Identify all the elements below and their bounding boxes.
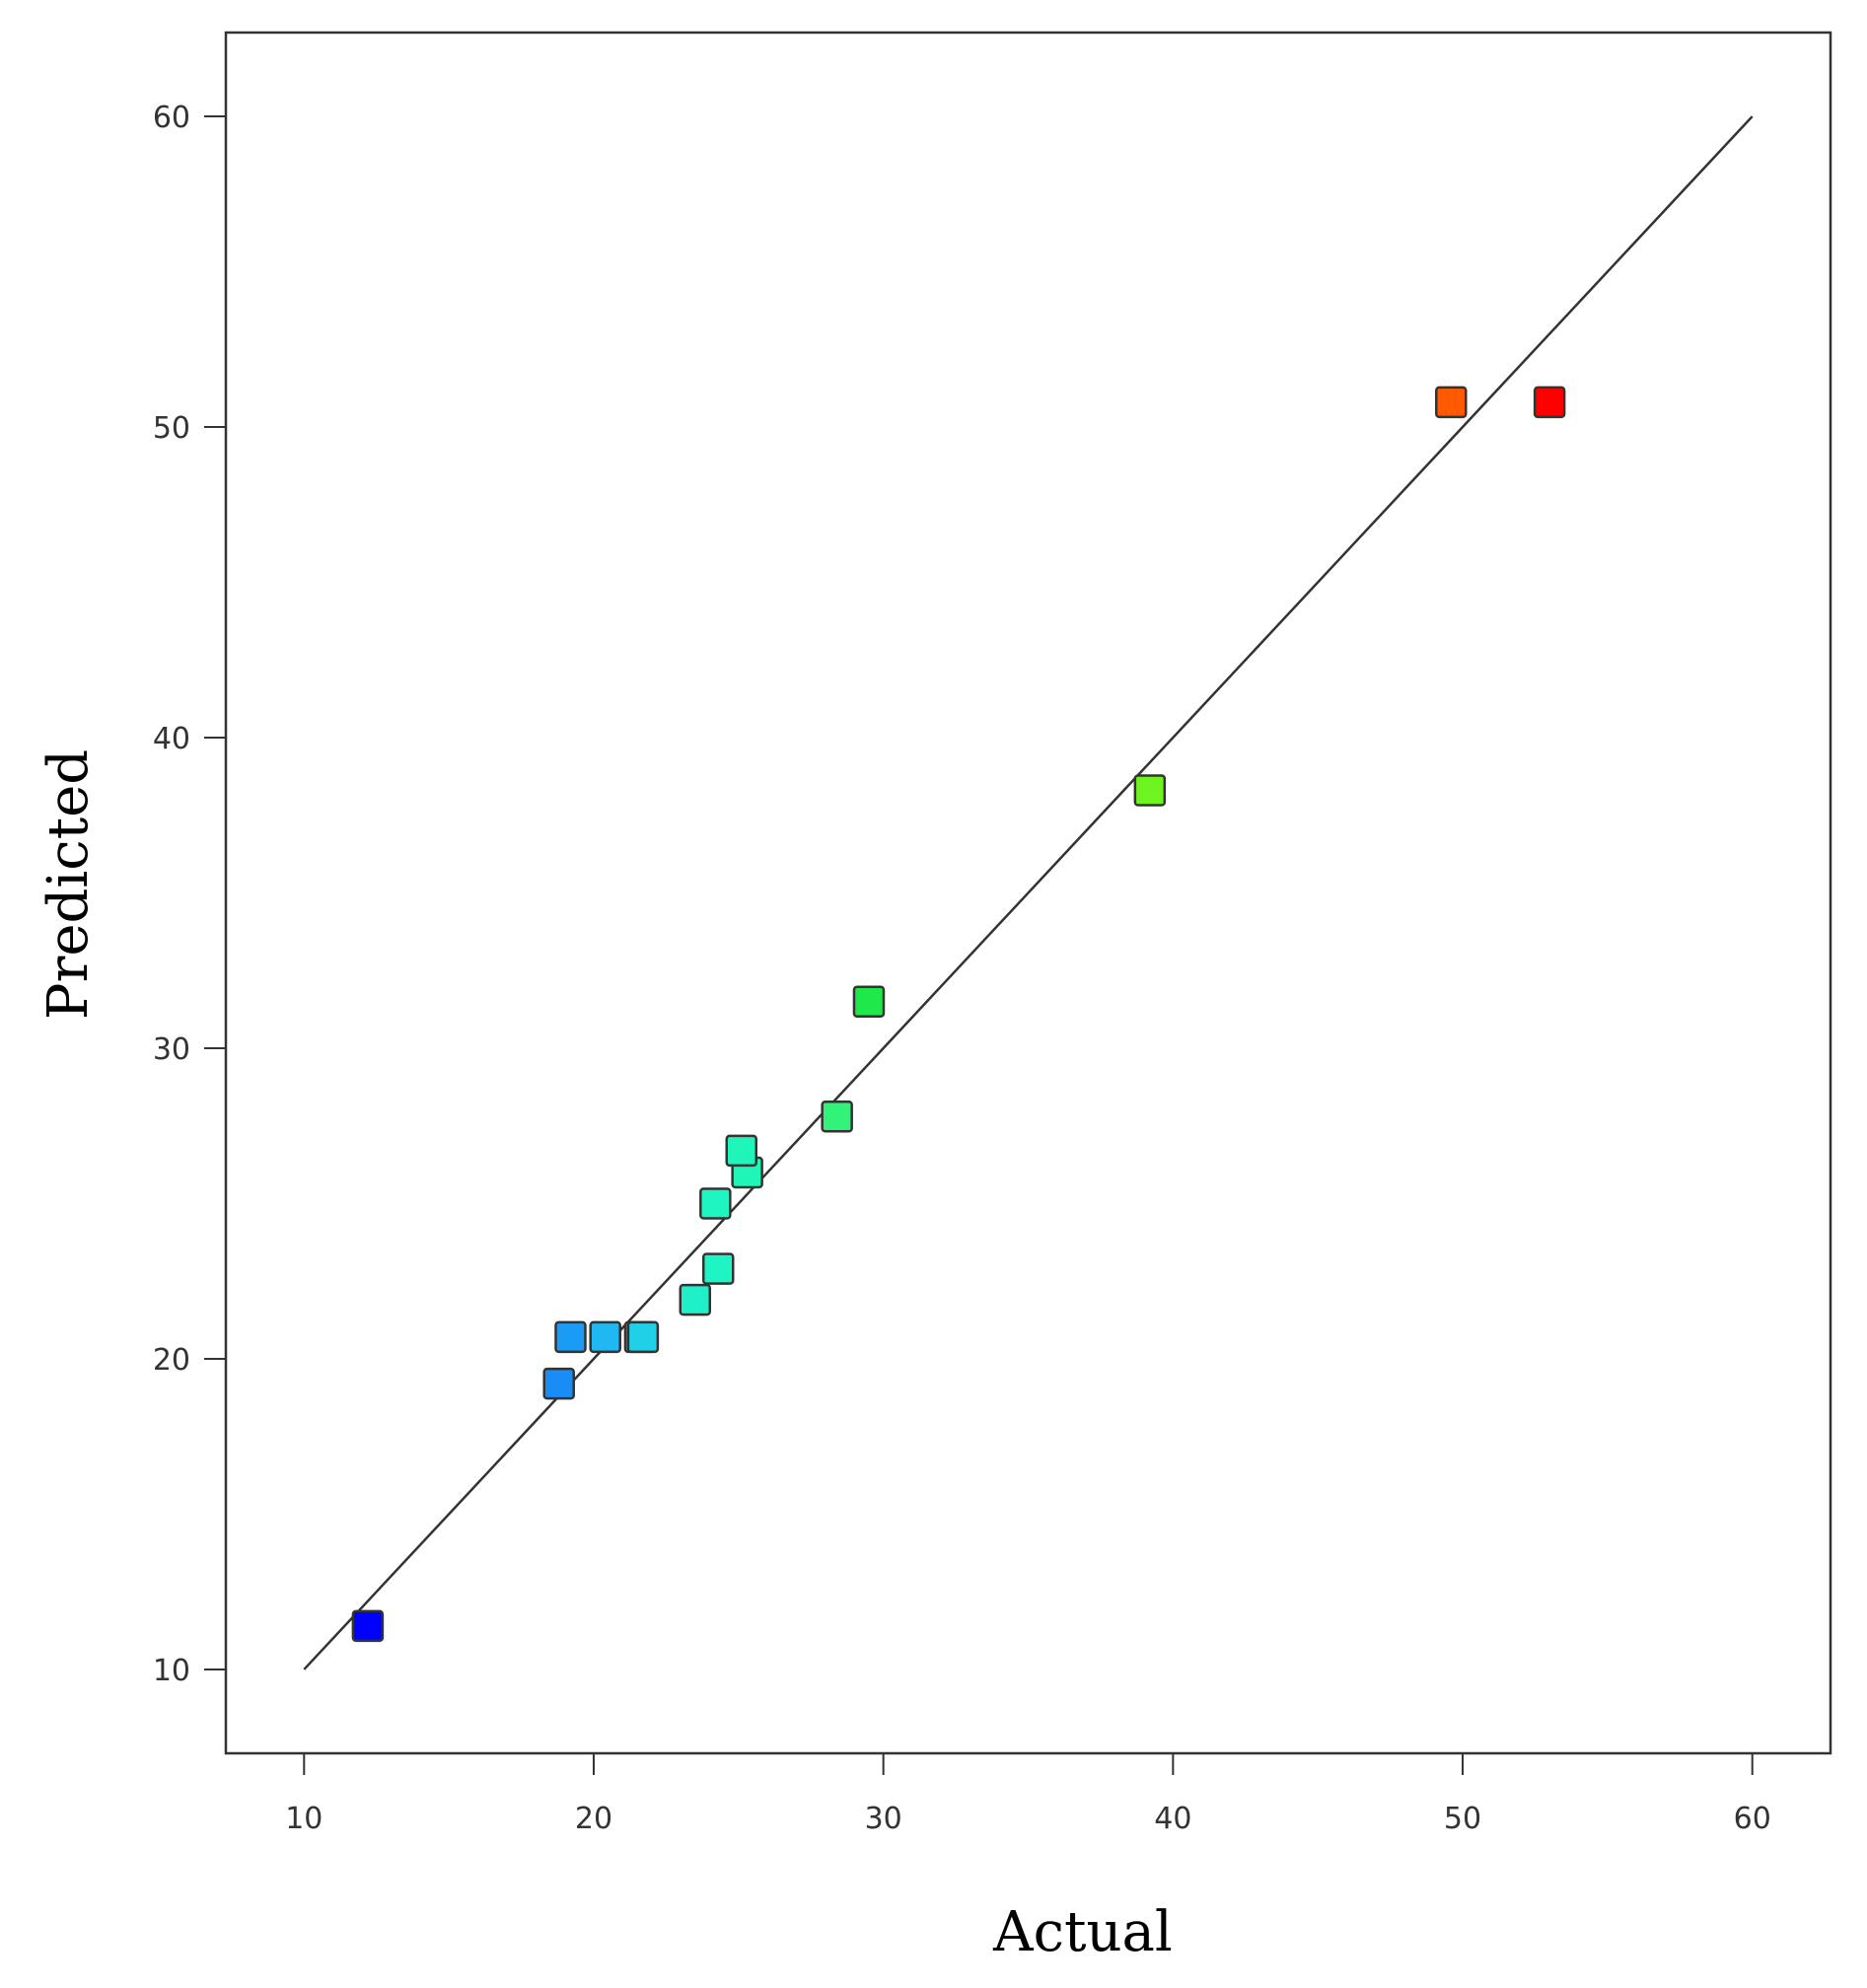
x-tick-label: 20 bbox=[575, 1802, 612, 1836]
data-point bbox=[554, 1320, 587, 1354]
data-point bbox=[679, 1283, 712, 1316]
x-tick-label: 30 bbox=[865, 1802, 902, 1836]
y-axis-ticks: 10 20 30 40 50 60 bbox=[153, 101, 226, 1688]
x-tick-label: 60 bbox=[1734, 1802, 1771, 1836]
data-point bbox=[351, 1609, 385, 1643]
data-point bbox=[821, 1100, 853, 1133]
x-axis-label: Actual bbox=[992, 1900, 1173, 1964]
y-axis-label: Predicted bbox=[36, 749, 101, 1020]
data-point bbox=[699, 1187, 732, 1220]
y-tick-label: 10 bbox=[153, 1654, 190, 1688]
data-point bbox=[542, 1367, 575, 1400]
y-tick-label: 50 bbox=[153, 411, 190, 446]
plot-frame bbox=[224, 31, 1832, 1755]
data-point bbox=[725, 1134, 758, 1168]
data-point bbox=[1533, 386, 1566, 419]
y-tick-label: 60 bbox=[153, 101, 190, 135]
data-point bbox=[852, 985, 886, 1018]
data-point bbox=[626, 1320, 660, 1354]
y-tick-label: 40 bbox=[153, 722, 190, 756]
data-point bbox=[702, 1252, 735, 1285]
y-tick-label: 30 bbox=[153, 1032, 190, 1067]
x-tick-label: 40 bbox=[1154, 1802, 1191, 1836]
y-tick-label: 20 bbox=[153, 1343, 190, 1378]
data-point bbox=[1133, 774, 1167, 807]
data-point bbox=[1435, 386, 1468, 419]
reference-line bbox=[303, 115, 1754, 1670]
data-point bbox=[589, 1320, 621, 1354]
x-axis-ticks: 10 20 30 40 50 60 bbox=[285, 1753, 1771, 1836]
data-points bbox=[351, 386, 1566, 1643]
x-tick-label: 50 bbox=[1444, 1802, 1481, 1836]
x-tick-label: 10 bbox=[285, 1802, 323, 1836]
